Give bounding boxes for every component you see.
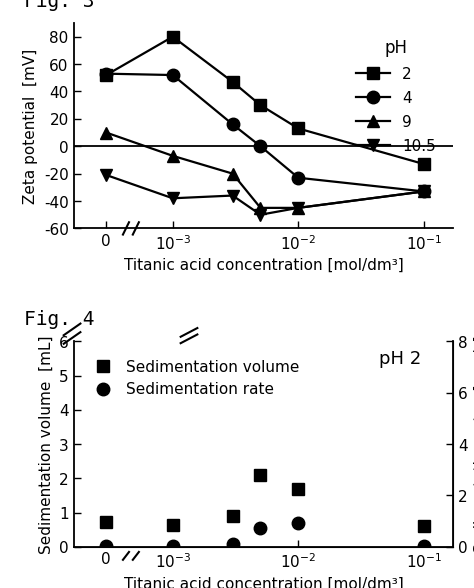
Y-axis label: Sedimentation volume  [mL]: Sedimentation volume [mL] (38, 335, 54, 553)
Text: Fig. 3: Fig. 3 (24, 0, 95, 11)
X-axis label: Titanic acid concentration [mol/dm³]: Titanic acid concentration [mol/dm³] (123, 576, 403, 588)
X-axis label: Titanic acid concentration [mol/dm³]: Titanic acid concentration [mol/dm³] (123, 258, 403, 273)
Legend: Sedimentation volume, Sedimentation rate: Sedimentation volume, Sedimentation rate (85, 353, 305, 403)
Y-axis label: Sedimentation rate   [mm/s]: Sedimentation rate [mm/s] (473, 336, 474, 553)
Text: pH 2: pH 2 (378, 350, 421, 368)
Y-axis label: Zeta potential  [mV]: Zeta potential [mV] (23, 49, 38, 203)
Legend: 2, 4, 9, 10.5: 2, 4, 9, 10.5 (349, 33, 441, 160)
Text: Fig. 4: Fig. 4 (24, 310, 95, 329)
